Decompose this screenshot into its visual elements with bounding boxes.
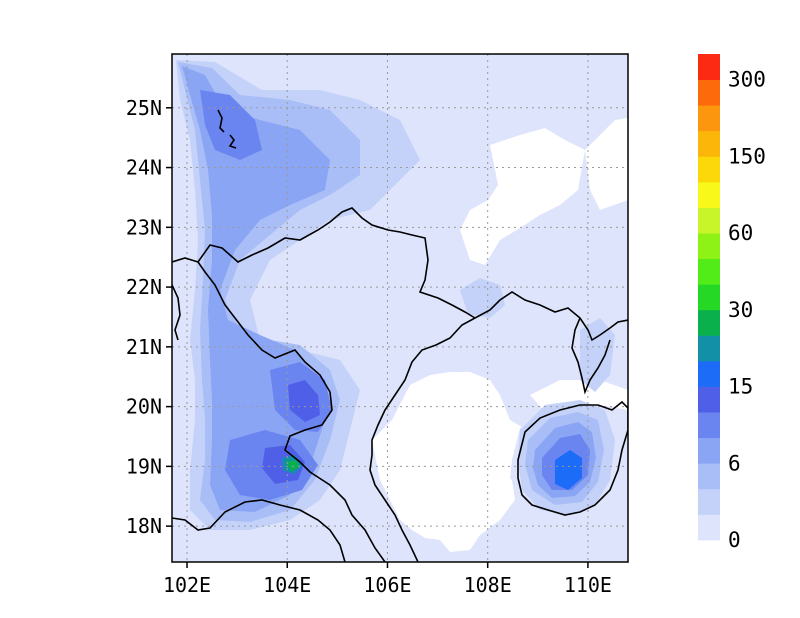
coast-south-china <box>474 291 628 342</box>
colorbar-swatch <box>698 386 720 413</box>
lake-north <box>217 109 237 149</box>
lon-tick-label: 106E <box>363 573 411 597</box>
border-laos <box>197 261 386 562</box>
lat-tick-label: 19N <box>126 454 162 478</box>
colorbar: 0 6 15 30 60 150 300 <box>698 54 766 552</box>
grid-lines <box>172 54 628 562</box>
precip-patch-gulf-l2 <box>460 278 505 318</box>
lon-tick-labels: 102E 104E 106E 108E 110E <box>163 573 612 597</box>
lat-tick-label: 21N <box>126 335 162 359</box>
coast-leizhou <box>571 317 611 395</box>
colorbar-swatch <box>698 437 720 464</box>
colorbar-swatch <box>698 181 720 208</box>
colorbar-label: 300 <box>728 68 766 92</box>
lon-tick-label: 102E <box>163 573 211 597</box>
colorbar-swatch <box>698 360 720 387</box>
colorbar-label: 15 <box>728 375 753 399</box>
precip-core-laos-l6 <box>288 380 320 422</box>
axis-ticks <box>166 107 589 568</box>
colorbar-swatch <box>698 105 720 132</box>
coast-vietnam <box>369 317 476 562</box>
lon-tick-label: 110E <box>564 573 612 597</box>
lat-tick-labels: 18N 19N 20N 21N 22N 23N 24N 25N <box>126 96 162 538</box>
colorbar-swatch <box>698 335 720 362</box>
colorbar-swatch <box>698 79 720 106</box>
colorbar-label: 30 <box>728 298 753 322</box>
colorbar-label: 60 <box>728 221 753 245</box>
coast-west-edge <box>172 284 181 341</box>
colorbar-swatch <box>698 488 720 515</box>
precip-fill-layer <box>176 60 628 552</box>
precip-core-hainan-l7 <box>555 450 582 490</box>
no-precip-region-gulf <box>372 372 580 540</box>
precip-patch-leizhou-l2 <box>580 318 615 392</box>
lon-tick-label: 108E <box>464 573 512 597</box>
border-china-vietnam <box>172 207 476 319</box>
colorbar-swatch <box>698 156 720 183</box>
colorbar-label: 0 <box>728 528 741 552</box>
colorbar-swatch <box>698 207 720 234</box>
colorbar-swatch <box>698 514 720 541</box>
colorbar-swatch <box>698 284 720 311</box>
lat-tick-label: 25N <box>126 96 162 120</box>
coast-hainan <box>517 400 628 516</box>
colorbar-swatch <box>698 130 720 157</box>
lat-tick-label: 22N <box>126 275 162 299</box>
no-precip-region-guangxi <box>460 128 585 265</box>
colorbar-label: 6 <box>728 451 741 475</box>
lat-tick-label: 24N <box>126 156 162 180</box>
colorbar-swatch <box>698 463 720 490</box>
colorbar-swatch <box>698 309 720 336</box>
lon-tick-label: 104E <box>263 573 311 597</box>
colorbar-swatch <box>698 412 720 439</box>
no-precip-region-sea-south <box>440 470 515 552</box>
lat-tick-label: 23N <box>126 215 162 239</box>
no-precip-region-ne <box>585 118 628 210</box>
border-laos-west <box>172 499 346 562</box>
colorbar-label: 150 <box>728 144 766 168</box>
precip-peak-l9 <box>286 460 299 471</box>
map-frame <box>171 53 629 563</box>
coastline-layer <box>172 109 628 562</box>
colorbar-labels: 0 6 15 30 60 150 300 <box>728 68 766 552</box>
map-panel: 18N 19N 20N 21N 22N 23N 24N 25N 102E 104E 106E 108… <box>126 53 629 597</box>
colorbar-swatches <box>698 54 720 541</box>
lat-tick-label: 18N <box>126 514 162 538</box>
lat-tick-label: 20N <box>126 395 162 419</box>
colorbar-swatch <box>698 258 720 285</box>
colorbar-swatch <box>698 54 720 80</box>
colorbar-swatch <box>698 233 720 260</box>
